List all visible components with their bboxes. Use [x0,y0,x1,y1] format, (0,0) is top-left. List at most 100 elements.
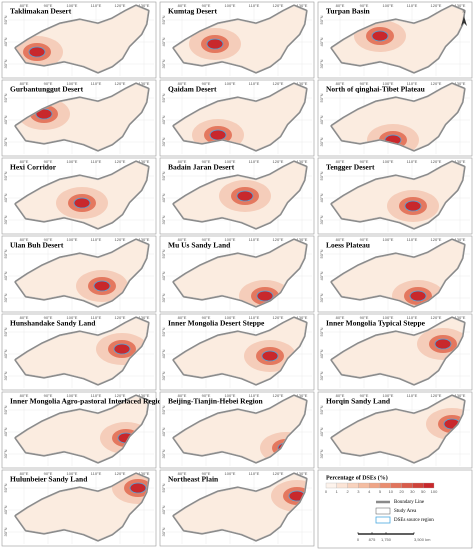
lon-label: 130°E [139,3,150,8]
panel-title: Ulan Buh Desert [10,241,64,250]
study-area [15,83,149,151]
scale-label: 0 [357,537,360,542]
lon-label: 110°E [407,3,418,8]
lat-label: 30°N [3,449,8,458]
legend-tick: 10 [389,489,394,494]
lat-label: 40°N [161,193,166,202]
lat-label: 40°N [319,349,324,358]
lon-label: 110°E [91,471,102,476]
source-region-key [375,516,391,524]
lon-label: 120°E [115,393,126,398]
lat-label: 50°N [3,93,8,102]
lat-label: 40°N [319,115,324,124]
lon-label: 100°E [383,315,394,320]
lon-label: 110°E [91,159,102,164]
lon-label: 110°E [91,3,102,8]
lon-label: 130°E [139,315,150,320]
lon-label: 120°E [115,159,126,164]
lat-label: 40°N [3,349,8,358]
lat-label: 30°N [319,293,324,302]
lon-label: 90°E [44,159,53,164]
panel-title: Qaidam Desert [168,85,217,94]
lon-label: 90°E [44,315,53,320]
lat-label: 40°N [319,193,324,202]
lon-label: 130°E [455,237,466,242]
lat-label: 30°N [319,137,324,146]
legend-item: Study Area [394,509,417,514]
lon-label: 90°E [360,81,369,86]
lon-label: 120°E [431,315,442,320]
panel-title: Gurbantunggut Desert [10,85,84,94]
dse-layer [219,180,271,212]
lat-label: 30°N [161,527,166,536]
legend-tick: 50 [421,489,426,494]
lon-label: 80°E [336,81,345,86]
lon-label: 100°E [225,393,236,398]
lon-label: 80°E [178,393,187,398]
lon-label: 100°E [67,471,78,476]
lon-label: 110°E [249,471,260,476]
lon-label: 90°E [44,3,53,8]
map-panel: 80°E 90°E 100°E 110°E 120°E 130°E 30°N 40°N 50°N… [1,157,157,235]
lon-label: 130°E [455,3,466,8]
lon-label: 110°E [407,159,418,164]
panel-title: Mu Us Sandy Land [168,241,231,250]
lat-label: 40°N [319,427,324,436]
lon-label: 80°E [178,159,187,164]
panel-title: Turpan Basin [326,7,371,16]
lon-label: 80°E [178,237,187,242]
lon-label: 100°E [383,3,394,8]
lon-label: 130°E [139,393,150,398]
lat-label: 30°N [3,215,8,224]
lon-label: 100°E [67,393,78,398]
lon-label: 110°E [249,393,260,398]
lon-label: 80°E [336,315,345,320]
north-arrow [461,16,467,26]
lon-label: 80°E [336,237,345,242]
lon-label: 120°E [273,471,284,476]
lon-label: 90°E [202,315,211,320]
lon-label: 90°E [44,237,53,242]
color-swatch [390,482,402,489]
lon-label: 120°E [115,471,126,476]
lon-label: 110°E [407,393,418,398]
lon-label: 120°E [431,3,442,8]
lat-label: 50°N [319,405,324,414]
color-swatch [412,482,424,489]
lat-label: 30°N [319,371,324,380]
legend-tick: 1 [336,489,339,494]
lat-label: 50°N [161,15,166,24]
color-swatch [379,482,391,489]
lat-label: 50°N [161,171,166,180]
dse-source [256,290,274,302]
lon-label: 90°E [360,315,369,320]
lon-label: 130°E [297,237,308,242]
dse-source [371,30,389,42]
lon-label: 110°E [407,237,418,242]
legend-item: DSEs source region [394,518,434,523]
lon-label: 130°E [139,81,150,86]
dse-source [209,129,227,141]
panel-title: Kumtag Desert [168,7,217,16]
lon-label: 120°E [431,159,442,164]
lon-label: 100°E [225,81,236,86]
lat-label: 50°N [161,327,166,336]
study-area-key [375,507,391,515]
map-panel: 80°E 90°E 100°E 110°E 120°E 130°E 30°N 40°N 50°N… [1,469,157,547]
lon-label: 80°E [336,393,345,398]
scale-label: 875 [369,537,376,542]
lat-label: 30°N [319,59,324,68]
panel-title: Tengger Desert [326,163,375,172]
lon-label: 90°E [360,393,369,398]
lon-label: 90°E [202,237,211,242]
lon-label: 80°E [20,315,29,320]
lon-label: 90°E [202,393,211,398]
dse-source [113,343,131,355]
lon-label: 80°E [20,471,29,476]
lon-label: 120°E [273,315,284,320]
lon-label: 130°E [297,393,308,398]
dse-layer [56,187,108,219]
dse-source [236,190,254,202]
legend-tick: 5 [379,489,382,494]
lon-label: 130°E [297,81,308,86]
